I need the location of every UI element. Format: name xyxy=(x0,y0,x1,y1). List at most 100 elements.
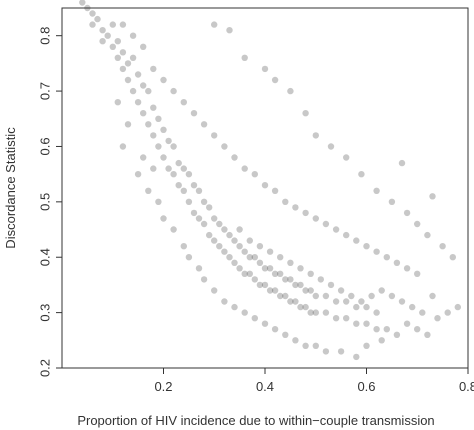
y-tick-label: 0.6 xyxy=(37,137,52,155)
y-tick-label: 0.5 xyxy=(37,193,52,211)
data-point xyxy=(287,87,294,95)
data-point xyxy=(307,287,314,294)
data-point xyxy=(226,27,233,34)
data-point xyxy=(241,309,248,316)
data-point xyxy=(195,215,203,222)
data-points xyxy=(79,0,461,361)
data-point xyxy=(180,165,187,172)
data-point xyxy=(175,159,182,167)
x-tick-label: 0.4 xyxy=(256,379,274,394)
data-point xyxy=(241,270,248,277)
data-point xyxy=(383,254,390,261)
data-point xyxy=(114,54,122,61)
data-point xyxy=(170,87,177,95)
data-point xyxy=(282,276,289,283)
x-tick-label: 0.8 xyxy=(459,379,474,394)
data-point xyxy=(119,143,127,150)
data-point xyxy=(221,248,228,255)
data-point xyxy=(312,309,319,316)
data-point xyxy=(429,193,436,200)
data-point xyxy=(343,231,350,239)
data-point xyxy=(271,326,279,333)
data-point xyxy=(150,165,157,172)
data-point xyxy=(312,215,319,222)
data-point xyxy=(190,182,198,189)
data-point xyxy=(449,254,456,261)
data-point xyxy=(419,309,426,316)
data-point xyxy=(185,198,193,205)
data-point xyxy=(160,126,167,133)
data-point xyxy=(312,342,319,349)
data-point xyxy=(297,265,304,272)
data-point xyxy=(195,265,203,272)
data-point xyxy=(353,353,360,361)
data-point xyxy=(216,220,223,228)
data-point xyxy=(170,226,177,233)
data-point xyxy=(134,171,142,178)
data-point xyxy=(155,143,162,150)
data-point xyxy=(261,281,269,289)
data-point xyxy=(231,259,238,266)
data-point xyxy=(150,104,157,111)
data-point xyxy=(261,320,269,327)
data-point xyxy=(292,337,299,344)
data-point xyxy=(358,171,365,178)
data-point xyxy=(271,76,279,84)
data-point xyxy=(378,337,385,344)
data-point xyxy=(287,276,294,283)
data-point xyxy=(373,187,380,194)
data-point xyxy=(109,21,117,28)
data-point xyxy=(277,254,284,261)
data-point xyxy=(150,65,157,73)
data-point xyxy=(282,198,289,205)
data-point xyxy=(155,115,162,123)
data-point xyxy=(388,292,396,300)
data-point xyxy=(353,237,360,244)
data-point xyxy=(282,331,289,338)
y-axis: 0.2 0.3 0.4 0.5 0.6 0.7 0.8 xyxy=(37,27,62,377)
data-point xyxy=(277,292,284,300)
data-point xyxy=(287,259,294,266)
data-point xyxy=(312,132,319,139)
data-point xyxy=(155,198,162,205)
data-point xyxy=(211,21,218,28)
data-point xyxy=(211,215,218,222)
data-point xyxy=(322,220,330,228)
data-point xyxy=(322,292,330,300)
data-point xyxy=(363,243,370,250)
data-point xyxy=(114,99,122,106)
data-point xyxy=(165,137,172,145)
data-point xyxy=(322,348,330,355)
data-point xyxy=(327,143,335,150)
data-point xyxy=(246,237,253,244)
data-point xyxy=(226,254,233,261)
data-point xyxy=(185,254,193,261)
data-point xyxy=(398,159,406,167)
data-point xyxy=(124,76,132,84)
data-point xyxy=(231,237,238,244)
data-point xyxy=(424,331,431,338)
data-point xyxy=(287,298,294,305)
y-tick-label: 0.2 xyxy=(37,359,52,377)
data-point xyxy=(363,303,370,311)
data-point xyxy=(236,243,243,250)
data-point xyxy=(261,65,269,73)
data-point xyxy=(256,243,264,250)
data-point xyxy=(241,248,248,255)
data-point xyxy=(271,187,279,194)
data-point xyxy=(145,187,152,194)
data-point xyxy=(200,121,208,128)
data-point xyxy=(261,182,269,189)
data-point xyxy=(363,342,370,349)
data-point xyxy=(302,110,309,117)
y-tick-label: 0.3 xyxy=(37,304,52,322)
y-axis-title: Discordance Statistic xyxy=(3,127,18,249)
data-point xyxy=(160,215,167,222)
data-point xyxy=(378,287,385,294)
data-point xyxy=(277,270,284,277)
data-point xyxy=(409,303,416,311)
data-point xyxy=(271,270,279,277)
data-point xyxy=(175,182,182,189)
data-point xyxy=(302,342,309,349)
